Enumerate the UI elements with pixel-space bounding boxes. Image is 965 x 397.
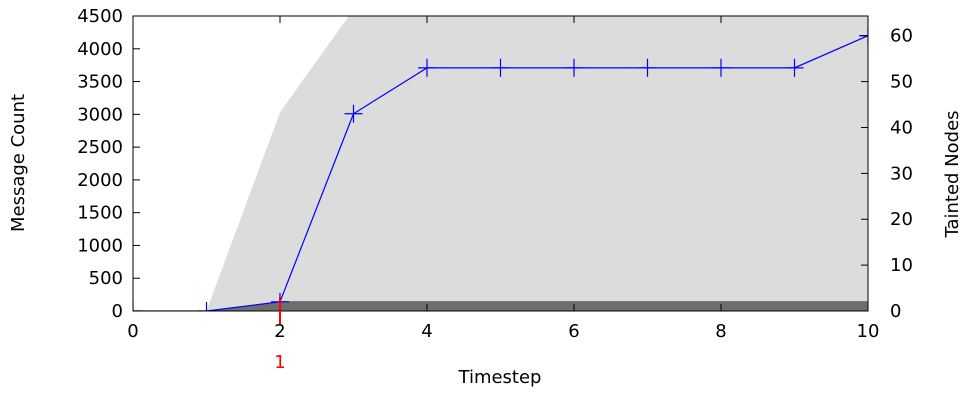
data-point-marker: [712, 58, 730, 77]
y-tick-label: 2500: [77, 137, 123, 158]
data-point-marker: [565, 58, 583, 77]
x-tick-label: 10: [857, 321, 880, 342]
y-axis-label: Message Count: [8, 94, 29, 232]
data-point-marker: [418, 58, 436, 77]
data-point-marker: [491, 58, 510, 77]
y2-tick-label: 0: [890, 301, 901, 322]
annotation-label: 1: [274, 352, 285, 373]
y2-tick-label: 60: [890, 26, 913, 47]
y-tick-label: 2000: [77, 170, 123, 191]
y2-tick-label: 50: [890, 72, 913, 93]
x-tick-label: 2: [274, 321, 285, 342]
x-tick-label: 6: [568, 321, 579, 342]
y-tick-label: 4000: [77, 39, 123, 60]
y-tick-label: 1000: [77, 235, 123, 256]
y-tick-label: 3500: [77, 72, 123, 93]
area-series-1: [133, 301, 868, 311]
y2-axis-label: Tainted Nodes: [942, 110, 963, 238]
y-tick-label: 4500: [77, 6, 123, 27]
y-tick-label: 500: [89, 268, 123, 289]
text-layer: Timestep Message Count Tainted Nodes 0 2 4…: [8, 6, 963, 388]
x-tick-label: 0: [127, 321, 138, 342]
line-layer: [133, 26, 868, 311]
area-series-0: [133, 16, 868, 311]
y-tick-label: 0: [112, 301, 123, 322]
data-point-marker: [638, 58, 657, 77]
data-point-marker: [197, 302, 216, 311]
y2-tick-label: 10: [890, 255, 913, 276]
y2-tick-label: 30: [890, 163, 913, 184]
x-tick-label: 4: [421, 321, 432, 342]
x-tick-label: 8: [715, 321, 726, 342]
y2-tick-label: 20: [890, 209, 913, 230]
area-layer: [133, 16, 868, 311]
axes-layer: [132, 15, 869, 325]
y-tick-label: 1500: [77, 203, 123, 224]
data-point-marker: [344, 104, 363, 123]
data-point-marker: [785, 58, 804, 77]
x-axis-label: Timestep: [458, 367, 542, 388]
y-tick-label: 3000: [77, 104, 123, 125]
plot-frame: [132, 15, 869, 312]
y2-tick-label: 40: [890, 117, 913, 138]
